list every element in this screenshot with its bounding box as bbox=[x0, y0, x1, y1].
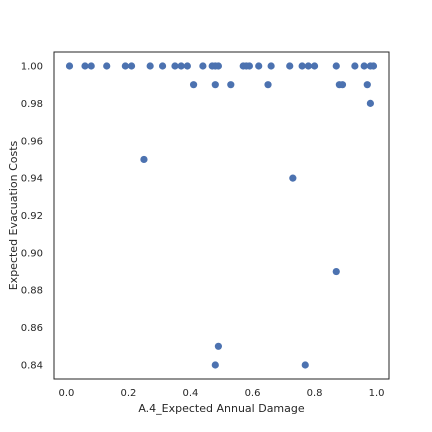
scatter-point bbox=[199, 62, 207, 70]
x-tick-label: 0.2 bbox=[120, 388, 136, 399]
scatter-point bbox=[227, 81, 235, 89]
scatter-point bbox=[332, 62, 340, 70]
x-tick-label: 1.0 bbox=[369, 388, 385, 399]
scatter-point bbox=[264, 81, 272, 89]
scatter-point bbox=[65, 62, 74, 70]
data-points bbox=[65, 62, 378, 369]
scatter-point bbox=[177, 62, 185, 70]
scatter-point bbox=[298, 62, 306, 70]
y-tick-label: 0.98 bbox=[21, 99, 43, 110]
x-axis-ticks: 0.0 0.2 0.4 0.6 0.8 1.0 bbox=[58, 388, 384, 399]
scatter-point bbox=[304, 62, 312, 70]
y-tick-label: 0.86 bbox=[21, 323, 43, 334]
scatter-point bbox=[360, 62, 368, 70]
x-tick-label: 0.0 bbox=[58, 388, 74, 399]
scatter-point bbox=[245, 62, 254, 70]
y-axis-ticks: 0.84 0.86 0.88 0.90 0.92 0.94 0.96 0.98 1.00 bbox=[21, 62, 43, 372]
scatter-point bbox=[332, 267, 340, 276]
scatter-point bbox=[214, 62, 222, 70]
scatter-point bbox=[211, 81, 219, 89]
scatter-point bbox=[81, 62, 89, 70]
y-tick-label: 0.92 bbox=[21, 211, 43, 222]
scatter-point bbox=[338, 81, 347, 89]
scatter-point bbox=[351, 62, 359, 70]
scatter-point bbox=[369, 62, 378, 70]
y-tick-label: 0.84 bbox=[21, 360, 43, 371]
y-tick-label: 0.90 bbox=[21, 248, 43, 259]
y-tick-label: 0.96 bbox=[21, 136, 43, 147]
scatter-point bbox=[158, 62, 167, 70]
scatter-point bbox=[127, 62, 136, 70]
x-tick-label: 0.4 bbox=[183, 388, 199, 399]
y-tick-label: 0.88 bbox=[21, 286, 43, 297]
x-axis-label: A.4_Expected Annual Damage bbox=[138, 402, 305, 415]
x-tick-label: 0.8 bbox=[307, 388, 323, 399]
scatter-point bbox=[87, 62, 95, 70]
y-tick-label: 1.00 bbox=[21, 62, 43, 73]
scatter-point bbox=[140, 155, 148, 164]
scatter-point bbox=[301, 361, 309, 369]
scatter-point bbox=[310, 62, 319, 70]
scatter-point bbox=[289, 174, 297, 182]
scatter-point bbox=[366, 99, 374, 107]
scatter-point bbox=[189, 81, 198, 89]
scatter-point bbox=[146, 62, 154, 70]
scatter-point bbox=[103, 62, 111, 70]
scatter-point bbox=[121, 62, 129, 70]
y-tick-label: 0.94 bbox=[21, 174, 43, 185]
scatter-point bbox=[363, 81, 371, 89]
scatter-point bbox=[267, 62, 275, 70]
scatter-point bbox=[255, 62, 263, 70]
scatter-point bbox=[286, 62, 294, 70]
scatter-point bbox=[214, 342, 222, 350]
x-tick-label: 0.6 bbox=[245, 388, 261, 399]
scatter-point bbox=[211, 361, 219, 369]
scatter-point bbox=[183, 62, 191, 70]
scatter-point bbox=[171, 62, 179, 70]
plot-frame bbox=[53, 51, 390, 380]
y-axis-label: Expected Evacuation Costs bbox=[7, 140, 20, 290]
